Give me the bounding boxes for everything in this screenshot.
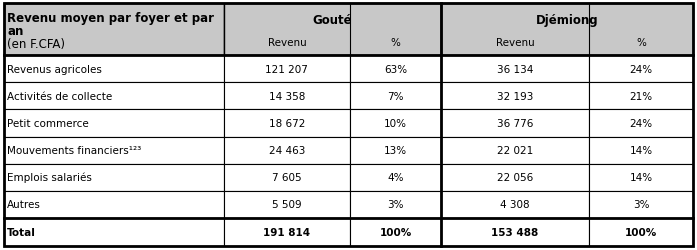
Bar [441, 83, 589, 110]
Bar [441, 164, 589, 191]
Text: Revenu moyen par foyer et par: Revenu moyen par foyer et par [7, 12, 214, 25]
Bar [224, 83, 350, 110]
Bar [589, 137, 693, 164]
Bar [350, 110, 441, 137]
Text: 13%: 13% [384, 146, 407, 156]
Text: Activités de collecte: Activités de collecte [7, 92, 112, 101]
Text: 21%: 21% [629, 92, 652, 101]
Bar [589, 164, 693, 191]
Text: 63%: 63% [384, 64, 407, 74]
Bar [224, 56, 350, 83]
Bar [350, 56, 441, 83]
Text: Autres: Autres [7, 200, 41, 209]
Bar [350, 191, 441, 218]
Bar [4, 218, 224, 246]
Bar [224, 191, 350, 218]
Text: 5 509: 5 509 [272, 200, 302, 209]
Bar [224, 137, 350, 164]
Text: Revenus agricoles: Revenus agricoles [7, 64, 102, 74]
Bar [4, 191, 224, 218]
Text: 14 358: 14 358 [269, 92, 305, 101]
Text: 14%: 14% [629, 172, 652, 182]
Text: 10%: 10% [384, 118, 407, 128]
Bar [4, 56, 224, 83]
Bar [441, 56, 589, 83]
Text: 4 308: 4 308 [500, 200, 530, 209]
Text: Gouté: Gouté [313, 14, 352, 27]
Bar [441, 4, 693, 56]
Text: 3%: 3% [633, 200, 650, 209]
Text: Petit commerce: Petit commerce [7, 118, 89, 128]
Text: 100%: 100% [380, 227, 412, 237]
Bar [4, 4, 224, 56]
Bar [4, 164, 224, 191]
Text: Total: Total [7, 227, 36, 237]
Bar [4, 110, 224, 137]
Bar [589, 110, 693, 137]
Text: 7 605: 7 605 [272, 172, 302, 182]
Bar [441, 191, 589, 218]
Bar [589, 83, 693, 110]
Text: 22 021: 22 021 [497, 146, 533, 156]
Text: Revenu: Revenu [496, 38, 535, 48]
Bar [350, 164, 441, 191]
Bar [224, 218, 350, 246]
Text: 24%: 24% [629, 64, 652, 74]
Bar [350, 137, 441, 164]
Text: Emplois salariés: Emplois salariés [7, 172, 92, 183]
Text: 36 776: 36 776 [497, 118, 533, 128]
Text: 36 134: 36 134 [497, 64, 533, 74]
Bar [224, 4, 441, 56]
Text: %: % [391, 38, 401, 48]
Text: 7%: 7% [388, 92, 404, 101]
Text: 22 056: 22 056 [497, 172, 533, 182]
Bar [589, 56, 693, 83]
Bar [4, 83, 224, 110]
Text: 191 814: 191 814 [263, 227, 310, 237]
Text: Revenu: Revenu [268, 38, 306, 48]
Text: Djémiong: Djémiong [536, 14, 599, 27]
Bar [4, 137, 224, 164]
Bar [441, 137, 589, 164]
Bar [350, 83, 441, 110]
Text: 14%: 14% [629, 146, 652, 156]
Text: 18 672: 18 672 [269, 118, 305, 128]
Text: Mouvements financiers¹²³: Mouvements financiers¹²³ [7, 146, 141, 156]
Text: 3%: 3% [388, 200, 404, 209]
Bar [224, 110, 350, 137]
Bar [589, 191, 693, 218]
Bar [441, 218, 589, 246]
Text: %: % [636, 38, 646, 48]
Text: 121 207: 121 207 [266, 64, 308, 74]
Text: 4%: 4% [388, 172, 404, 182]
Text: 24%: 24% [629, 118, 652, 128]
Bar [589, 218, 693, 246]
Text: 24 463: 24 463 [269, 146, 305, 156]
Bar [441, 110, 589, 137]
Text: 32 193: 32 193 [497, 92, 533, 101]
Bar [350, 218, 441, 246]
Text: (en F.CFA): (en F.CFA) [7, 38, 65, 51]
Bar [224, 164, 350, 191]
Text: 100%: 100% [625, 227, 657, 237]
Text: 153 488: 153 488 [491, 227, 539, 237]
Text: an: an [7, 25, 24, 38]
